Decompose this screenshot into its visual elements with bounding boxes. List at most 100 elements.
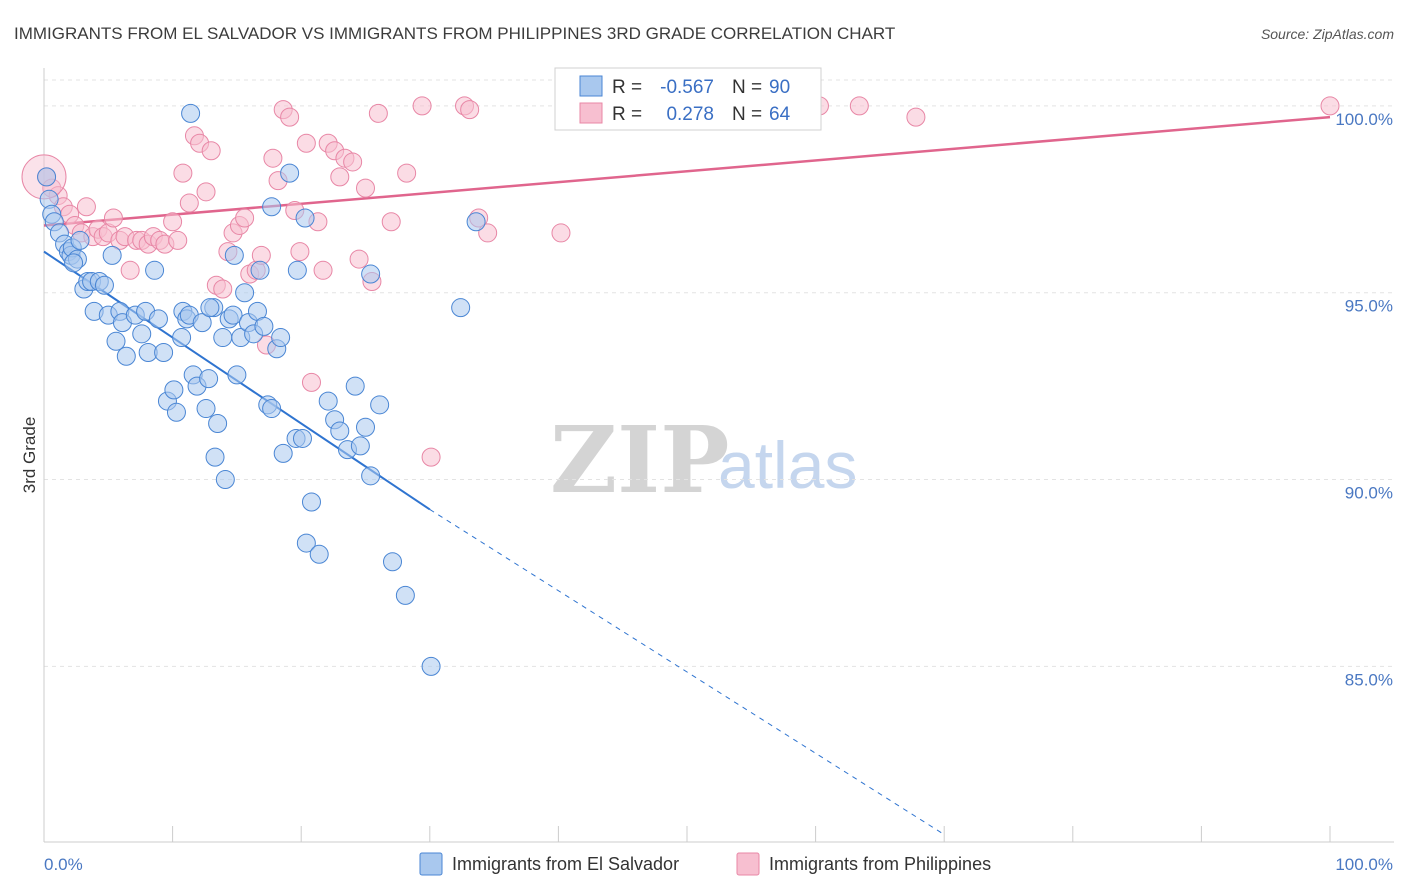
point-philippines bbox=[120, 260, 140, 280]
point-el-salvador bbox=[172, 328, 192, 348]
point-philippines bbox=[290, 242, 310, 262]
point-philippines bbox=[296, 133, 316, 153]
point-philippines bbox=[330, 167, 350, 187]
point-philippines bbox=[343, 152, 363, 172]
point-el-salvador bbox=[287, 260, 307, 280]
legend-label-philippines: Immigrants from Philippines bbox=[769, 854, 991, 874]
point-philippines bbox=[460, 100, 480, 120]
point-philippines bbox=[280, 107, 300, 127]
point-philippines bbox=[849, 96, 869, 116]
point-el-salvador bbox=[262, 197, 282, 217]
stats-n-label-pink: N = bbox=[732, 104, 762, 125]
y-tick-label: 90.0% bbox=[1345, 484, 1393, 503]
point-el-salvador bbox=[196, 399, 216, 419]
point-philippines bbox=[213, 279, 233, 299]
watermark-atlas: atlas bbox=[718, 428, 857, 502]
point-el-salvador bbox=[451, 298, 471, 318]
x-tick-label-max: 100.0% bbox=[1335, 855, 1393, 874]
point-el-salvador bbox=[356, 417, 375, 437]
y-tick-label: 100.0% bbox=[1335, 110, 1393, 129]
watermark-zip: ZIP bbox=[550, 406, 729, 514]
point-philippines bbox=[301, 372, 321, 392]
stats-r-value-pink: 0.278 bbox=[666, 104, 714, 125]
point-philippines bbox=[421, 447, 441, 467]
point-el-salvador bbox=[213, 328, 233, 348]
stats-box: R = -0.567 N = 90 R = 0.278 N = 64 bbox=[554, 67, 822, 131]
point-el-salvador bbox=[106, 331, 126, 351]
point-philippines bbox=[168, 230, 188, 250]
point-el-salvador bbox=[181, 103, 201, 123]
point-el-salvador bbox=[200, 298, 220, 318]
point-el-salvador bbox=[164, 380, 184, 400]
point-philippines bbox=[235, 208, 255, 228]
point-el-salvador bbox=[273, 443, 293, 463]
point-philippines bbox=[397, 163, 417, 183]
point-philippines bbox=[201, 141, 221, 161]
point-el-salvador bbox=[361, 466, 381, 486]
point-el-salvador bbox=[361, 264, 381, 284]
legend: Immigrants from El Salvador Immigrants f… bbox=[419, 852, 991, 876]
trend-line-el-salvador-dashed bbox=[429, 509, 945, 835]
point-el-salvador bbox=[280, 163, 300, 183]
stats-n-label-blue: N = bbox=[732, 77, 762, 98]
legend-swatch-el-salvador bbox=[419, 852, 443, 876]
point-el-salvador bbox=[154, 343, 174, 363]
y-tick-labels: 85.0% 90.0% 95.0% 100.0% bbox=[1335, 110, 1393, 689]
trend-line-philippines bbox=[43, 115, 1331, 227]
x-tick-label-min: 0.0% bbox=[44, 855, 83, 874]
y-axis-label: 3rd Grade bbox=[20, 417, 39, 494]
point-philippines bbox=[349, 249, 369, 269]
point-el-salvador bbox=[224, 245, 244, 265]
point-el-salvador bbox=[205, 447, 225, 467]
point-el-salvador bbox=[145, 260, 165, 280]
point-el-salvador bbox=[148, 309, 168, 329]
point-el-salvador bbox=[370, 395, 390, 415]
point-el-salvador bbox=[116, 346, 136, 366]
point-el-salvador bbox=[132, 324, 152, 344]
point-philippines bbox=[356, 178, 375, 198]
point-el-salvador bbox=[350, 436, 370, 456]
point-philippines bbox=[263, 148, 283, 168]
point-el-salvador bbox=[395, 585, 415, 605]
point-philippines bbox=[103, 208, 123, 228]
stats-swatch-pink bbox=[579, 102, 603, 124]
point-el-salvador bbox=[70, 230, 90, 250]
point-el-salvador bbox=[271, 328, 291, 348]
point-philippines bbox=[412, 96, 432, 116]
point-el-salvador bbox=[345, 376, 365, 396]
point-el-salvador bbox=[309, 544, 329, 564]
stats-n-value-blue: 90 bbox=[769, 77, 790, 98]
point-el-salvador bbox=[421, 656, 441, 676]
legend-swatch-philippines bbox=[736, 852, 760, 876]
watermark: ZIP atlas bbox=[550, 406, 857, 514]
point-el-salvador bbox=[166, 402, 186, 422]
stats-n-value-pink: 64 bbox=[769, 104, 791, 125]
point-el-salvador bbox=[262, 399, 282, 419]
point-el-salvador bbox=[318, 391, 338, 411]
point-philippines bbox=[76, 197, 96, 217]
point-philippines bbox=[368, 103, 388, 123]
point-el-salvador bbox=[295, 208, 315, 228]
y-tick-label: 95.0% bbox=[1345, 297, 1393, 316]
point-el-salvador bbox=[301, 492, 321, 512]
stats-r-label-pink: R = bbox=[612, 104, 642, 125]
point-philippines bbox=[179, 193, 199, 213]
point-philippines bbox=[163, 212, 183, 232]
point-philippines bbox=[381, 212, 401, 232]
point-el-salvador bbox=[208, 414, 228, 434]
point-el-salvador bbox=[94, 275, 114, 295]
point-philippines bbox=[1320, 96, 1340, 116]
point-el-salvador bbox=[102, 245, 122, 265]
chart-source: Source: ZipAtlas.com bbox=[1261, 26, 1394, 42]
point-el-salvador bbox=[292, 428, 312, 448]
stats-r-label-blue: R = bbox=[612, 77, 642, 98]
point-el-salvador bbox=[227, 365, 247, 385]
point-el-salvador bbox=[215, 470, 235, 490]
point-el-salvador bbox=[235, 283, 255, 303]
point-philippines bbox=[551, 223, 571, 243]
stats-r-value-blue: -0.567 bbox=[660, 77, 714, 98]
point-el-salvador bbox=[250, 260, 270, 280]
point-el-salvador bbox=[64, 253, 84, 273]
point-el-salvador bbox=[192, 313, 212, 333]
